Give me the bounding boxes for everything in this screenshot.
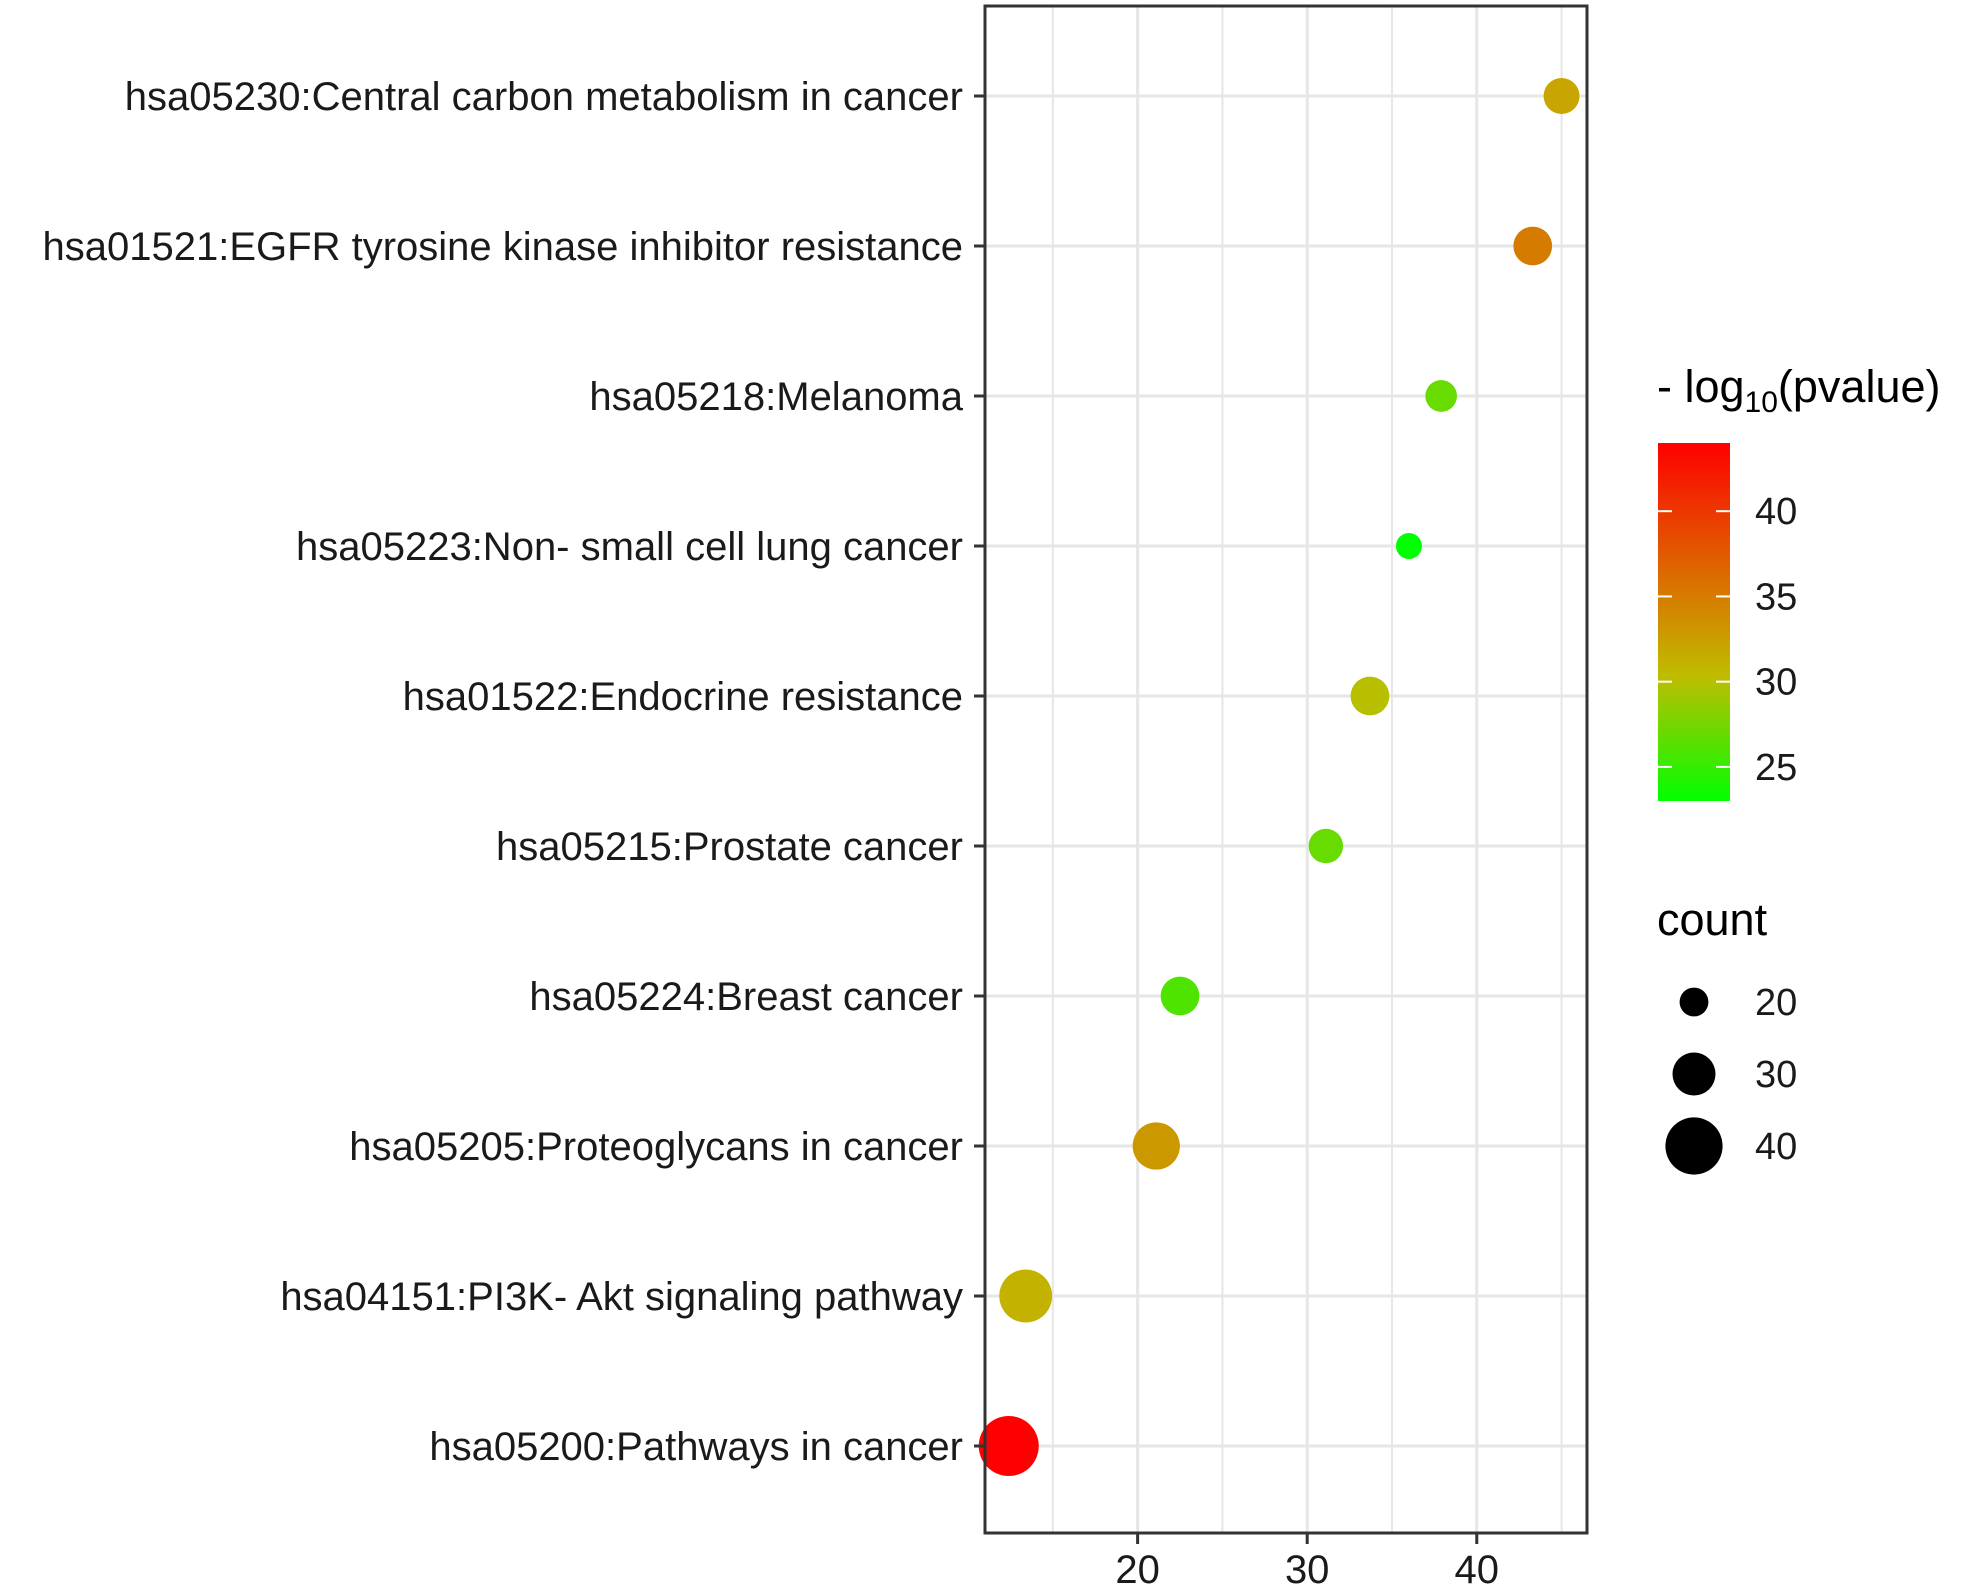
category-label: hsa01522:Endocrine resistance: [403, 675, 963, 719]
category-label: hsa05218:Melanoma: [589, 375, 963, 419]
category-label: hsa05205:Proteoglycans in cancer: [349, 1125, 963, 1169]
points-layer: [978, 78, 1580, 1476]
category-label: hsa05215:Prostate cancer: [496, 825, 963, 869]
category-label: hsa05224:Breast cancer: [529, 975, 963, 1019]
size-legend-key: [1672, 1052, 1716, 1096]
size-legend-label: 40: [1755, 1126, 1797, 1168]
color-bar-label: 25: [1755, 747, 1797, 789]
x-tick-label: 40: [1455, 1548, 1500, 1592]
size-legend-title: count: [1657, 894, 1768, 945]
data-point: [1308, 828, 1344, 864]
category-label: hsa04151:PI3K- Akt signaling pathway: [280, 1275, 963, 1319]
size-legend-label: 20: [1755, 982, 1797, 1024]
data-point: [999, 1269, 1053, 1323]
data-point: [1513, 226, 1553, 266]
data-point: [1425, 380, 1457, 412]
size-legend-label: 30: [1755, 1054, 1797, 1096]
x-tick-label: 20: [1115, 1548, 1160, 1592]
category-label: hsa05223:Non- small cell lung cancer: [296, 525, 963, 569]
color-bar-label: 40: [1755, 491, 1797, 533]
data-point: [1350, 676, 1390, 716]
category-label: hsa05230:Central carbon metabolism in ca…: [125, 75, 963, 119]
data-point: [978, 1416, 1039, 1476]
data-point: [1543, 78, 1580, 114]
panel-border: [983, 4, 1589, 1535]
x-axis: 20 30 40: [1115, 1533, 1499, 1592]
size-legend-key: [1665, 1117, 1723, 1175]
color-bar-label: 30: [1755, 662, 1797, 704]
color-legend: - log10(pvalue) 25 30 35 40: [1657, 361, 1941, 801]
data-point: [1395, 533, 1422, 559]
category-label: hsa01521:EGFR tyrosine kinase inhibitor …: [43, 225, 963, 269]
color-legend-title: - log10(pvalue): [1657, 361, 1941, 419]
size-legend-key: [1679, 987, 1709, 1017]
category-label: hsa05200:Pathways in cancer: [429, 1425, 963, 1469]
data-point: [1132, 1122, 1180, 1170]
color-bar: [1658, 443, 1730, 801]
color-bar-label: 35: [1755, 576, 1797, 618]
y-axis: hsa05230:Central carbon metabolism in ca…: [43, 75, 985, 1469]
x-tick-label: 30: [1285, 1548, 1330, 1592]
size-legend: count 20 30 40: [1657, 894, 1797, 1175]
grid-layer: [985, 6, 1587, 1533]
data-point: [1160, 976, 1200, 1016]
